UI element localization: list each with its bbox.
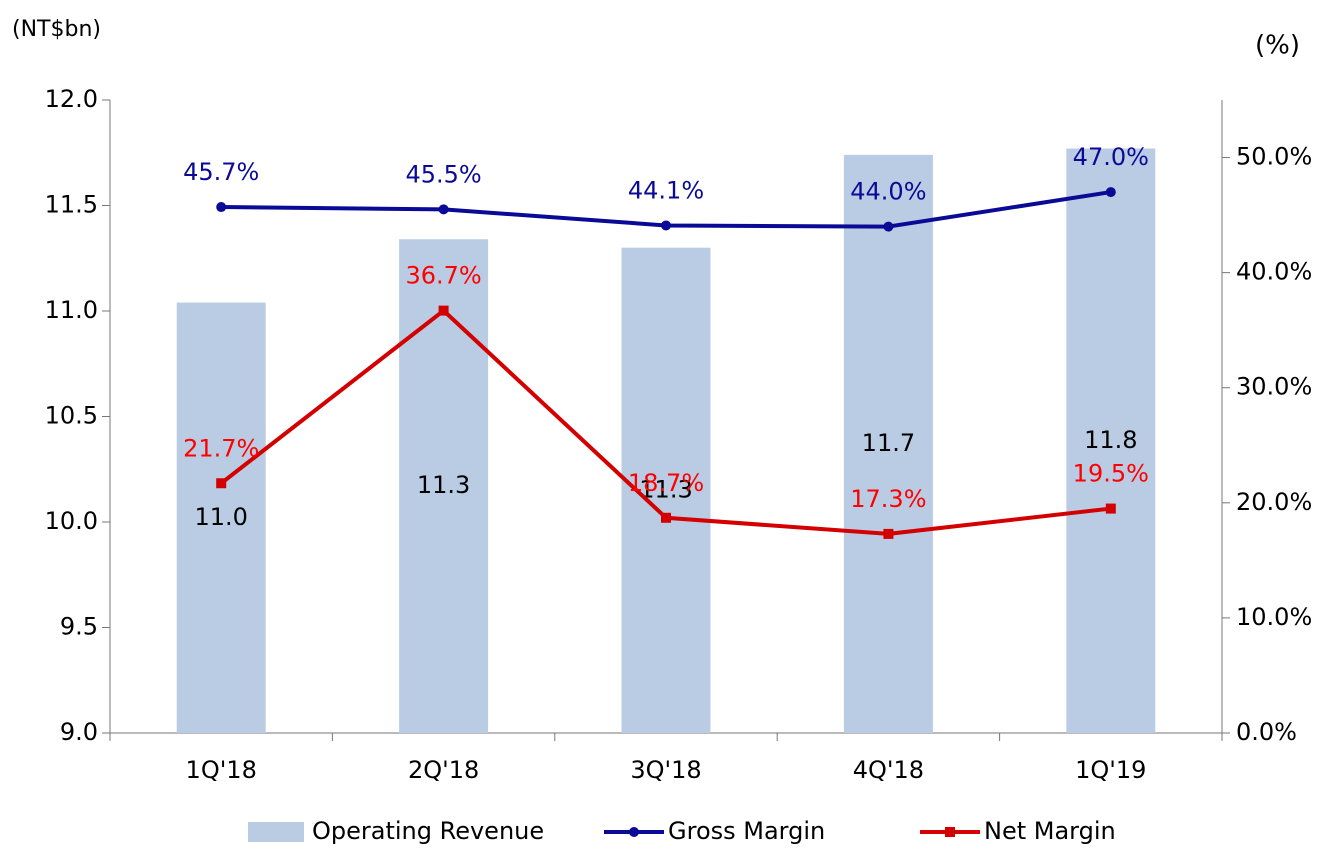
y2-tick-label: 40.0%: [1236, 258, 1312, 286]
bar-value-label: 11.8: [1084, 426, 1137, 454]
line-value-label: 21.7%: [183, 434, 259, 462]
y2-axis-label: (%): [1255, 31, 1300, 61]
line-value-label: 44.0%: [850, 178, 926, 206]
line-value-label: 18.7%: [628, 469, 704, 497]
bar-value-label: 11.0: [194, 503, 247, 531]
y-axis-label: (NT$bn): [12, 17, 101, 42]
legend-marker: [629, 827, 639, 837]
marker: [216, 478, 227, 489]
legend-swatch: [248, 822, 304, 842]
legend-label: Gross Margin: [668, 817, 825, 845]
y-tick-label: 11.5: [45, 191, 98, 219]
marker: [883, 221, 894, 232]
bar: [843, 154, 933, 734]
y-tick-label: 9.5: [60, 613, 98, 641]
y-tick-label: 12.0: [45, 85, 98, 113]
line-value-label: 36.7%: [405, 262, 481, 290]
marker: [216, 202, 227, 213]
legend-label: Net Margin: [984, 817, 1116, 845]
y2-tick-label: 0.0%: [1236, 718, 1297, 746]
y2-tick-label: 20.0%: [1236, 488, 1312, 516]
line-value-label: 45.7%: [183, 158, 259, 186]
bar: [1066, 148, 1156, 733]
y-tick-label: 10.5: [45, 402, 98, 430]
y2-tick-label: 30.0%: [1236, 373, 1312, 401]
marker: [883, 528, 894, 539]
marker: [438, 204, 449, 215]
x-tick-label: 1Q'19: [1075, 756, 1146, 784]
line-value-label: 17.3%: [850, 485, 926, 513]
marker: [1105, 187, 1116, 198]
y2-tick-label: 10.0%: [1236, 603, 1312, 631]
marker: [661, 512, 671, 523]
x-tick-label: 3Q'18: [630, 756, 701, 784]
y2-tick-label: 50.0%: [1236, 143, 1312, 171]
marker: [661, 220, 671, 231]
x-tick-label: 4Q'18: [853, 756, 924, 784]
marker: [438, 305, 449, 316]
y-tick-label: 10.0: [45, 507, 98, 535]
y-tick-label: 11.0: [45, 296, 98, 324]
x-tick-label: 1Q'18: [186, 756, 257, 784]
marker: [1105, 503, 1116, 514]
legend-marker: [945, 827, 955, 837]
x-tick-label: 2Q'18: [408, 756, 479, 784]
bar: [176, 302, 266, 733]
line-value-label: 45.5%: [405, 160, 481, 188]
line-value-label: 19.5%: [1073, 460, 1149, 488]
line-value-label: 47.0%: [1073, 143, 1149, 171]
legend-label: Operating Revenue: [312, 817, 544, 845]
y-tick-label: 9.0: [60, 718, 98, 746]
line-value-label: 44.1%: [628, 176, 704, 204]
bar-value-label: 11.7: [862, 429, 915, 457]
bar: [399, 239, 489, 733]
bar-value-label: 11.3: [417, 471, 470, 499]
